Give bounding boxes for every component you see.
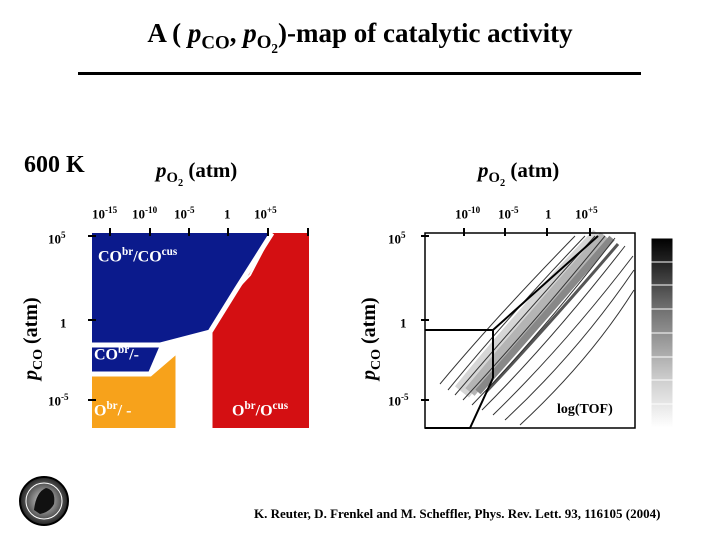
left-tick-marks [88,228,309,401]
right-x-axis-label: pO2 (atm) [478,158,560,190]
left-x-tick: 10+5 [254,205,277,222]
left-x-axis-label: pO2 (atm) [156,158,238,190]
right-y-tick: 10-5 [388,392,409,409]
colorbar-label: -1.0 [674,348,695,363]
right-x-tick: 10-5 [498,205,519,222]
colorbar-label: 1.0 [680,308,697,323]
left-boundary-line [235,232,273,291]
left-x-tick: 10-10 [132,205,158,222]
left-boundary-line [92,329,212,377]
tof-colorbar [650,237,674,429]
temperature-label: 600 K [24,152,85,178]
colorbar-label: 4.0 [680,236,697,251]
colorbar-label: 0.0 [680,325,697,340]
right-y-tick: 1 [400,315,407,331]
region-label-co-cocus: CObr/COcus [98,246,178,266]
right-x-tick: 10+5 [575,205,598,222]
colorbar-label: -2.0 [674,368,695,383]
right-tof-map [421,228,636,429]
region-label-co-dash: CObr/- [94,344,139,364]
region-label-o-ocus: Obr/Ocus [232,400,289,420]
institute-seal-icon [19,476,69,526]
left-y-tick: 1 [60,315,67,331]
colorbar-label: 3.0 [680,260,697,275]
left-y-tick: 105 [48,230,66,247]
region-label-o-dash: Obr/ - [94,400,132,420]
colorbar-label: -3.0 [674,388,695,403]
left-x-tick: 10-5 [174,205,195,222]
colorbar-label: 2.0 [680,284,697,299]
right-tick-marks [421,228,591,401]
right-x-tick: 10-10 [455,205,481,222]
region-red-o-ocus [210,233,309,428]
left-phase-map [88,228,309,428]
citation: K. Reuter, D. Frenkel and M. Scheffler, … [254,506,661,521]
title-underline [78,72,641,75]
left-x-tick: 10-15 [92,205,118,222]
left-x-tick: 1 [224,206,231,222]
tof-label: log(TOF) [557,402,613,417]
region-blue-co-cocus [92,233,272,345]
right-y-tick: 105 [388,230,406,247]
right-x-tick: 1 [545,206,552,222]
region-blue-co-dash [92,345,160,373]
slide-title: A ( pCO, pO2)-map of catalytic activity [147,18,573,57]
left-y-tick: 10-5 [48,392,69,409]
